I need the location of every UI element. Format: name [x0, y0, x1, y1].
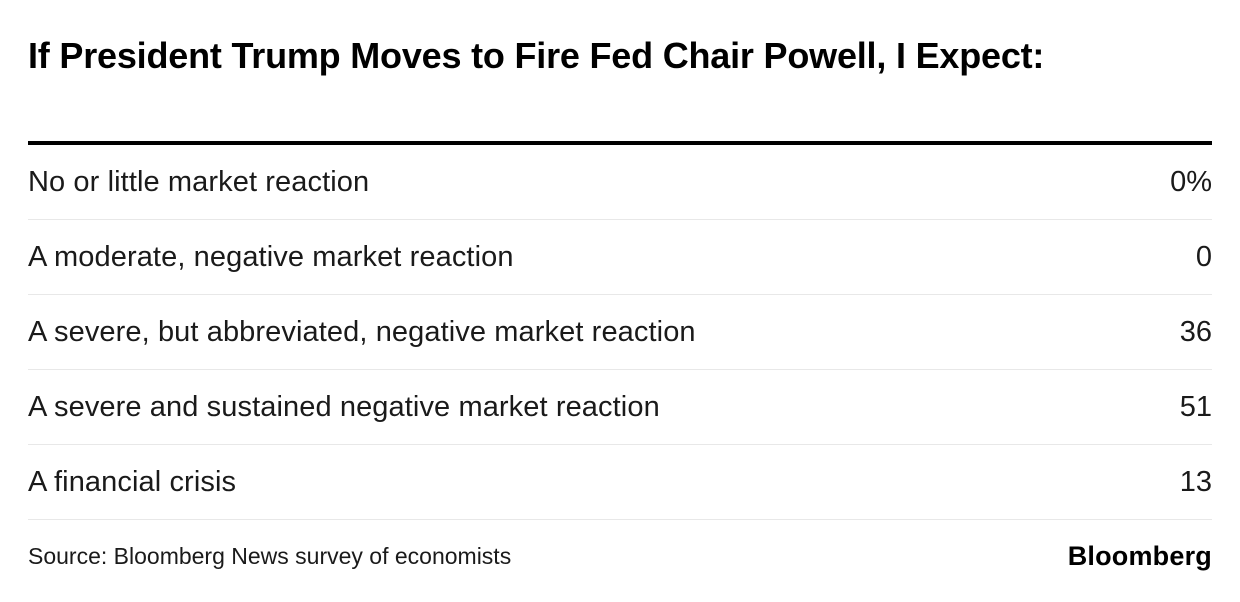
row-label: A financial crisis — [28, 465, 237, 498]
chart-title: If President Trump Moves to Fire Fed Cha… — [28, 35, 1045, 76]
survey-table: No or little market reaction 0% A modera… — [28, 141, 1212, 520]
row-value: 0 — [1195, 240, 1212, 273]
row-value: 51 — [1179, 390, 1212, 423]
table-row: A financial crisis 13 — [28, 445, 1212, 520]
row-label: A moderate, negative market reaction — [28, 240, 514, 273]
table-row: A severe and sustained negative market r… — [28, 370, 1212, 445]
row-value: 13 — [1179, 465, 1212, 498]
table-row: A severe, but abbreviated, negative mark… — [28, 295, 1212, 370]
row-label: No or little market reaction — [28, 165, 370, 198]
source-note: Source: Bloomberg News survey of economi… — [28, 542, 512, 569]
row-label: A severe, but abbreviated, negative mark… — [28, 315, 696, 348]
row-value: 36 — [1179, 315, 1212, 348]
bloomberg-logo: Bloomberg — [1067, 540, 1212, 571]
row-label: A severe and sustained negative market r… — [28, 390, 660, 423]
chart-footer: Source: Bloomberg News survey of economi… — [28, 533, 1212, 579]
row-value: 0% — [1170, 165, 1212, 198]
table-row: A moderate, negative market reaction 0 — [28, 220, 1212, 295]
table-row: No or little market reaction 0% — [28, 145, 1212, 220]
